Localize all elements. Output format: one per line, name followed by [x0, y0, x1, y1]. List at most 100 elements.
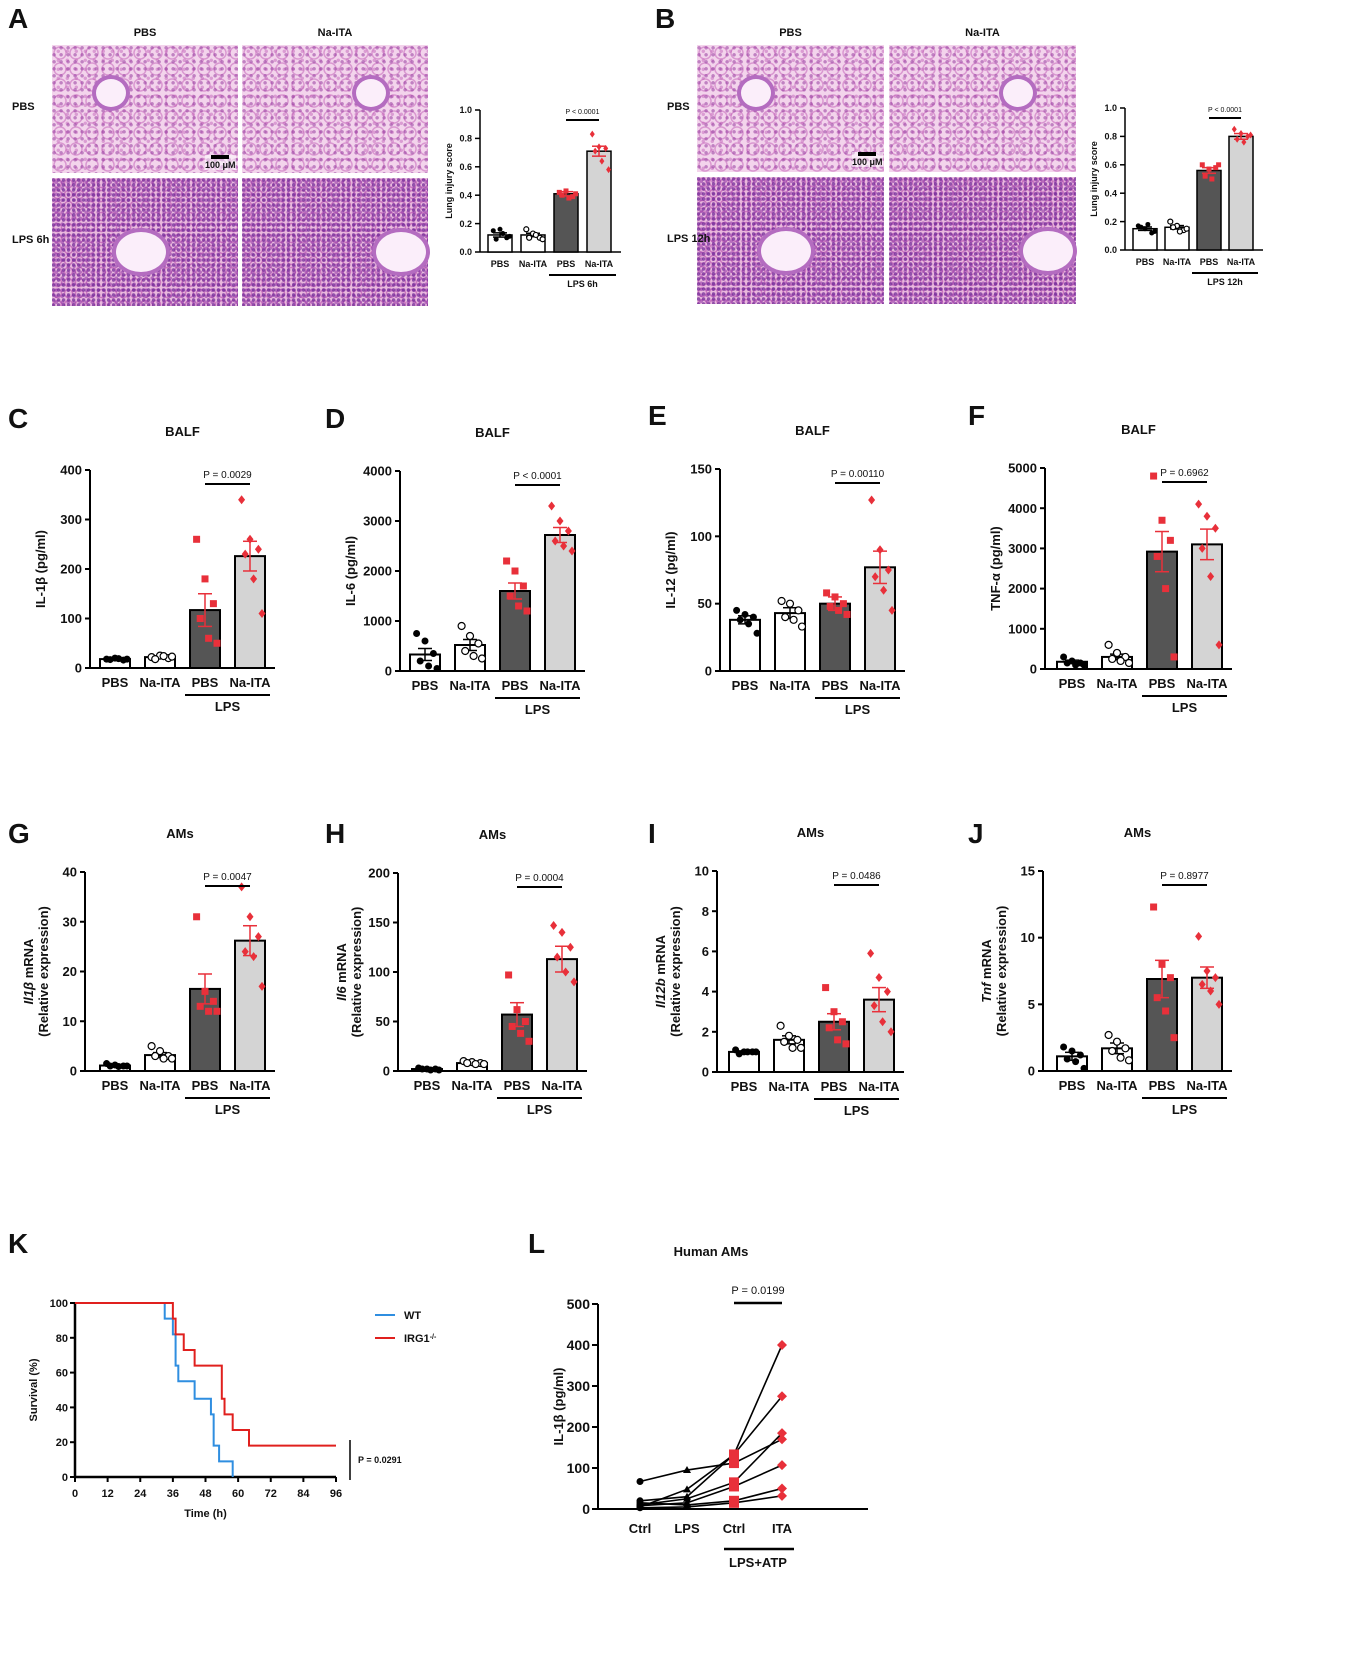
data-point — [429, 650, 437, 657]
data-point — [1203, 966, 1211, 976]
data-point — [589, 130, 595, 138]
data-point — [123, 1062, 131, 1070]
data-point — [159, 652, 168, 661]
group-label: LPS — [215, 699, 241, 714]
data-point — [471, 1059, 480, 1069]
y-tick-label: 100 — [368, 965, 390, 980]
data-point — [606, 166, 612, 174]
data-point — [1241, 138, 1247, 146]
panel-letter-h: H — [325, 818, 345, 849]
data-point — [548, 501, 556, 511]
y-tick-label: 20 — [56, 1437, 68, 1449]
donor-line — [639, 1432, 783, 1506]
data-point — [238, 495, 246, 505]
p-value: P < 0.0001 — [566, 109, 600, 116]
x-tick-label: 36 — [167, 1488, 179, 1500]
x-tick-label: PBS — [1149, 1078, 1176, 1093]
data-point — [151, 1051, 160, 1061]
x-tick-label: 60 — [232, 1488, 244, 1500]
data-point — [777, 596, 786, 606]
data-point — [566, 195, 572, 201]
x-tick-label: Na-ITA — [450, 678, 492, 693]
p-value: P < 0.0001 — [513, 471, 562, 482]
y-tick-label: 60 — [56, 1368, 68, 1380]
data-point — [513, 1006, 521, 1014]
y-axis-label: TNF-α (pg/ml) — [988, 526, 1003, 611]
data-point — [1116, 1053, 1125, 1062]
y-axis-label-text: IL-6 (pg/ml) — [343, 536, 358, 606]
bar-3 — [586, 150, 612, 253]
data-point — [788, 1043, 797, 1052]
x-tick-label: Na-ITA — [540, 678, 582, 693]
airway-structure — [999, 75, 1037, 111]
data-point — [461, 646, 470, 656]
y-tick-label: 6 — [702, 944, 709, 959]
data-point — [1124, 1056, 1134, 1065]
data-point — [683, 1502, 691, 1510]
data-point — [523, 226, 530, 233]
data-point — [603, 144, 609, 152]
column-label: PBS — [133, 27, 157, 39]
x-tick-label: 72 — [265, 1488, 277, 1500]
data-point — [1199, 162, 1205, 168]
donor-line — [639, 1438, 783, 1483]
data-point — [213, 1007, 221, 1015]
data-point — [435, 1066, 443, 1074]
data-point — [258, 981, 266, 991]
chart-i: 0 2 4 6 8 10 Il12b mRNA (Relative expression) PB… — [653, 825, 904, 1118]
data-point — [559, 192, 565, 198]
data-point — [1112, 648, 1122, 658]
data-point — [523, 607, 531, 615]
chart-a: 0.0 0.2 0.4 0.6 0.8 1.0 Lung injury score PBS Na… — [444, 105, 621, 289]
data-point — [1213, 165, 1219, 171]
x-tick-label: PBS — [1059, 1078, 1086, 1093]
bar-3 — [1191, 976, 1223, 1073]
y-axis-label-line2: (Relative expression) — [36, 906, 51, 1037]
data-point — [556, 189, 562, 195]
panel-letter-d: D — [325, 403, 345, 434]
data-point — [867, 948, 875, 958]
group-label: LPS — [1172, 1102, 1198, 1117]
p-value: P = 0.0291 — [358, 1455, 402, 1465]
data-point — [592, 147, 598, 155]
x-tick-label: PBS — [192, 1078, 219, 1093]
bar-3 — [1191, 543, 1223, 671]
chart-f: 0 1000 2000 3000 4000 5000 TNF-α (pg/ml) PBS Na-… — [988, 422, 1232, 715]
y-tick-label: 0.0 — [459, 247, 472, 257]
chart-title: BALF — [475, 425, 510, 440]
y-axis-label: Survival (%) — [28, 1358, 40, 1421]
data-point — [258, 609, 266, 619]
airway-structure — [92, 75, 130, 111]
y-tick-label: 80 — [56, 1333, 68, 1345]
data-point — [780, 1037, 789, 1046]
y-tick-label: 100 — [50, 1298, 68, 1310]
chart-e: 0 50 100 150 IL-12 (pg/ml) PBS Na-ITA PBS Na-ITA… — [663, 423, 905, 717]
y-tick-label: 2000 — [363, 564, 392, 579]
data-point — [477, 654, 487, 663]
data-point — [729, 1458, 739, 1469]
survival-curve-wt — [75, 1302, 234, 1477]
legend-superscript: -/- — [430, 1334, 437, 1341]
data-point — [573, 191, 579, 197]
group-label: LPS — [1172, 700, 1198, 715]
data-point — [497, 226, 503, 232]
data-point — [418, 1065, 426, 1073]
data-point — [213, 639, 221, 647]
chart-k: 0 12 24 36 48 60 72 84 96 0 20 40 60 80 100 Time (h) Sur… — [28, 1298, 437, 1520]
data-point — [875, 973, 883, 983]
data-point — [465, 631, 475, 641]
chart-c: 0 100 200 300 400 IL-1β (pg/ml) PBS Na-ITA PBS Na… — [33, 424, 275, 714]
data-point — [209, 600, 217, 608]
row-label: PBS — [667, 100, 690, 113]
data-point — [1238, 130, 1244, 138]
p-value: P = 0.8977 — [1160, 871, 1209, 882]
bar-3 — [864, 566, 896, 672]
data-point — [193, 535, 201, 543]
bar-2 — [553, 193, 579, 253]
x-tick-label: Na-ITA — [1187, 676, 1229, 691]
panel-letter-a: A — [8, 3, 28, 34]
x-tick-label: ITA — [772, 1521, 793, 1536]
data-point — [831, 593, 839, 601]
x-tick-label: Na-ITA — [1163, 257, 1192, 267]
